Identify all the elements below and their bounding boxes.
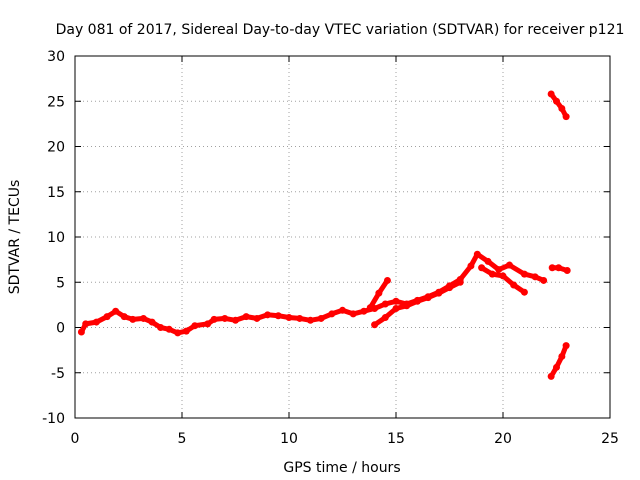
data-point	[349, 310, 357, 318]
data-point	[563, 266, 571, 274]
x-axis-label: GPS time / hours	[283, 460, 400, 476]
data-point	[381, 314, 389, 322]
data-point	[242, 313, 250, 321]
data-point	[435, 289, 443, 297]
data-point	[191, 322, 199, 330]
data-point	[232, 316, 239, 324]
data-point	[484, 257, 492, 265]
data-point	[103, 313, 111, 321]
data-point	[558, 352, 566, 360]
data-point	[553, 363, 560, 371]
data-point	[148, 318, 156, 326]
data-point	[366, 304, 374, 312]
y-tick-label: 5	[56, 275, 65, 291]
y-tick-label: -5	[51, 366, 65, 382]
data-point	[413, 297, 421, 305]
data-point	[120, 313, 128, 321]
data-point	[129, 315, 137, 323]
data-point	[531, 273, 539, 281]
data-point	[495, 266, 503, 274]
data-point	[381, 300, 389, 308]
data-point	[339, 306, 346, 314]
data-point	[77, 328, 85, 336]
x-tick-label: 10	[280, 431, 298, 447]
data-point	[520, 288, 528, 296]
data-point	[92, 318, 100, 326]
data-point	[392, 297, 400, 305]
y-tick-label: 30	[47, 49, 65, 65]
data-point	[165, 325, 173, 333]
data-point	[547, 90, 555, 98]
data-point	[274, 312, 282, 320]
data-point	[555, 264, 563, 272]
x-tick-label: 25	[601, 431, 619, 447]
data-point	[499, 272, 507, 280]
series-late-lower	[548, 343, 569, 379]
data-point	[204, 320, 212, 328]
axis-ticks: 0 5 10 15 20 25 -10 -5 0 5 10 15 20 25 30	[42, 49, 619, 447]
data-point	[182, 327, 190, 335]
grid	[75, 56, 610, 418]
data-point	[478, 264, 486, 272]
series-late-upper	[548, 91, 569, 120]
data-point	[157, 324, 165, 331]
data-point	[328, 310, 336, 318]
data-point	[456, 278, 464, 286]
data-point	[473, 250, 481, 258]
y-tick-label: 0	[56, 321, 65, 337]
y-tick-label: 20	[47, 140, 65, 156]
x-tick-label: 0	[71, 431, 80, 447]
data-point	[371, 321, 379, 329]
data-point	[210, 315, 218, 323]
data-point	[264, 311, 272, 319]
x-tick-label: 5	[178, 431, 187, 447]
data-point	[306, 316, 314, 324]
data-point	[383, 276, 391, 284]
data-point	[510, 281, 518, 289]
data-point	[139, 314, 147, 322]
data-point	[548, 264, 556, 272]
y-tick-label: 25	[47, 94, 65, 110]
data-point	[505, 261, 513, 269]
chart-title: Day 081 of 2017, Sidereal Day-to-day VTE…	[56, 22, 625, 38]
data-series	[77, 90, 571, 380]
data-point	[553, 97, 560, 105]
data-point	[424, 294, 432, 302]
y-tick-label: -10	[42, 411, 65, 427]
data-point	[558, 104, 566, 112]
data-point	[174, 329, 182, 337]
data-point	[112, 307, 120, 315]
data-point	[221, 314, 229, 322]
data-point	[403, 302, 411, 310]
y-axis-label: SDTVAR / TECUs	[7, 180, 23, 295]
y-tick-label: 10	[47, 230, 65, 246]
data-point	[82, 320, 90, 328]
data-point	[467, 262, 475, 270]
y-tick-label: 15	[47, 185, 65, 201]
data-point	[285, 314, 293, 322]
data-point	[547, 372, 555, 380]
data-point	[488, 270, 496, 278]
data-point	[392, 304, 400, 312]
data-point	[360, 307, 368, 315]
x-tick-label: 20	[494, 431, 512, 447]
data-point	[540, 276, 548, 284]
data-point	[317, 314, 325, 322]
data-point	[253, 314, 261, 322]
x-tick-label: 15	[387, 431, 405, 447]
data-point	[562, 113, 570, 121]
data-point	[562, 342, 570, 350]
data-point	[520, 270, 528, 278]
data-point	[446, 284, 453, 292]
data-point	[375, 289, 383, 297]
data-point	[296, 314, 304, 322]
